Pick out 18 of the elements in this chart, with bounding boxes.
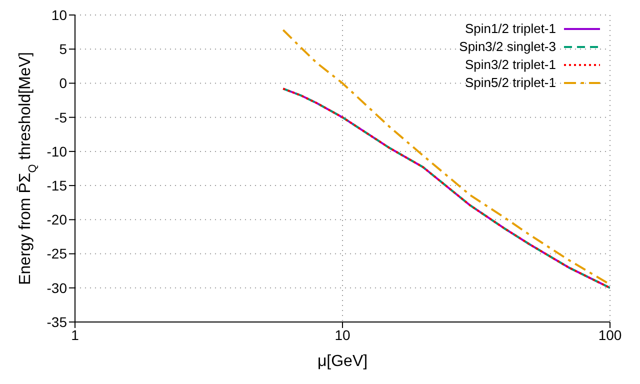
y-tick-label: 5 [59, 41, 68, 58]
legend-label: Spin5/2 triplet-1 [464, 74, 556, 92]
y-tick-label: -10 [46, 143, 68, 160]
y-tick-label: 10 [51, 6, 68, 23]
legend-label: Spin3/2 singlet-3 [459, 38, 556, 56]
y-tick-label: -20 [46, 212, 68, 228]
y-tick-label: -5 [54, 109, 68, 126]
x-tick-label: 10 [334, 326, 350, 343]
y-tick-label: -35 [46, 314, 68, 330]
y-tick-label: -25 [46, 246, 68, 262]
x-tick-label: 100 [598, 326, 622, 343]
y-tick-label: -30 [46, 280, 68, 296]
x-axis-title: μ[GeV] [317, 353, 368, 370]
y-tick-label: -15 [46, 178, 68, 194]
legend-label: Spin3/2 triplet-1 [464, 56, 556, 74]
legend-label: Spin1/2 triplet-1 [464, 20, 556, 38]
x-tick-label: 1 [71, 326, 80, 343]
y-tick-label: 0 [59, 75, 68, 92]
